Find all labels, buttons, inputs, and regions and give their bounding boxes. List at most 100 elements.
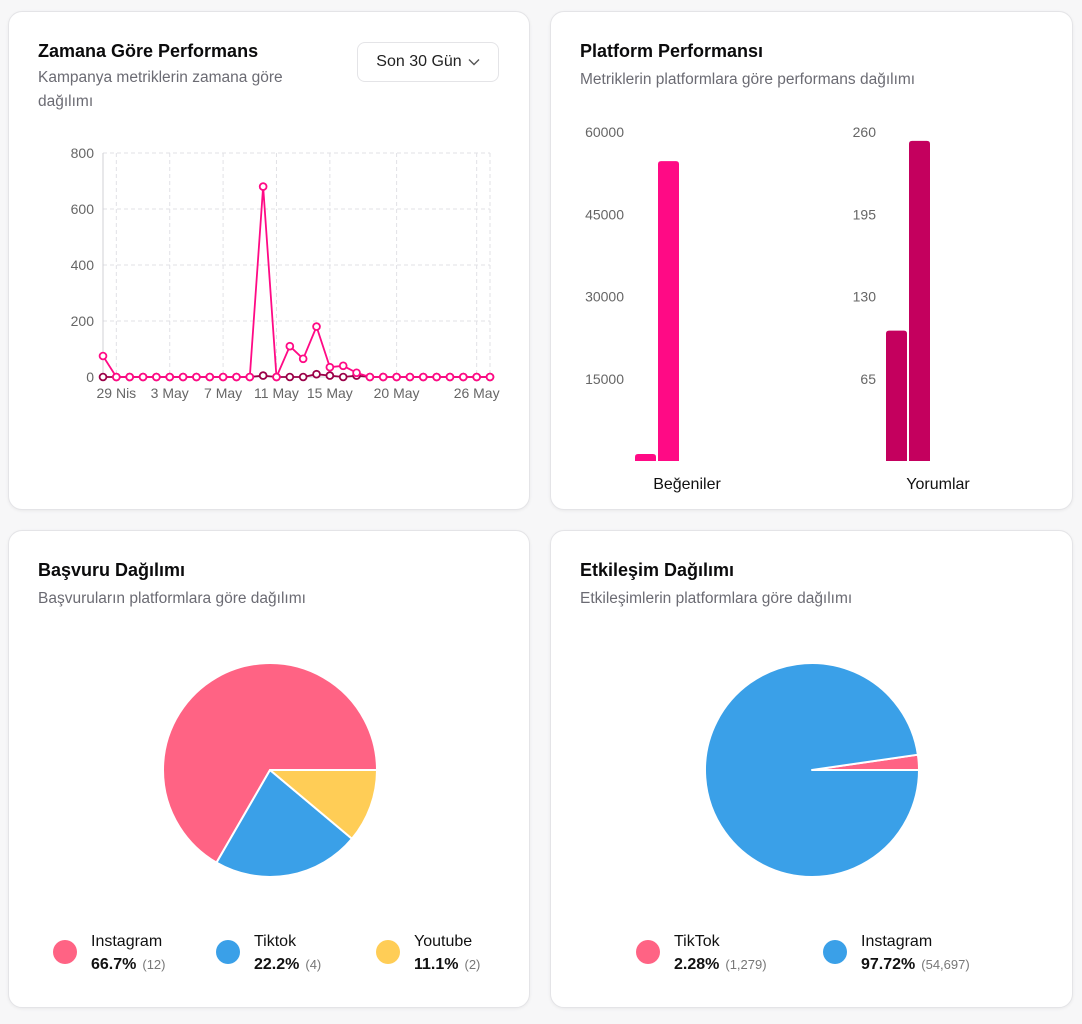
y-tick-label: 30000 [585, 289, 624, 305]
bar-comments-1 [909, 140, 930, 461]
y-tick-label: 45000 [585, 206, 624, 222]
x-tick-label: 15 May [307, 385, 353, 401]
time-performance-title: Zamana Göre Performans [38, 41, 259, 61]
y-tick-label: 600 [71, 201, 95, 217]
data-point [312, 369, 321, 379]
legend-percent: 22.2% [254, 956, 300, 973]
data-point [298, 372, 308, 382]
y-tick-label: 400 [71, 257, 95, 273]
legend-percent: 2.28% [674, 956, 720, 973]
data-point [285, 372, 295, 382]
series-line-pink [102, 186, 490, 378]
data-point [245, 372, 255, 382]
legend-item-instagram[interactable]: Instagram 66.7% (12) [53, 931, 216, 977]
line-chart: 0 200 400 600 800 29 Nis 3 May 7 May 11 May 15 Ma… [71, 145, 500, 401]
legend-label: Tiktok [254, 933, 297, 950]
x-tick-label: 29 Nis [97, 385, 137, 401]
date-range-dropdown[interactable]: Son 30 Gün [357, 42, 499, 82]
platform-performance-subtitle: Metriklerin platformlara göre performans… [580, 71, 916, 88]
engagement-pie-chart [704, 662, 920, 878]
data-point [485, 372, 495, 382]
category-label-likes: Beğeniler [653, 476, 721, 493]
time-performance-subtitle: Kampanya metriklerin zamana göre dağılım… [38, 66, 283, 114]
data-point [258, 182, 268, 191]
data-point [338, 361, 348, 371]
data-point [285, 341, 295, 351]
data-point [205, 372, 215, 382]
data-point [232, 372, 241, 382]
pie-slice-youtube [269, 769, 378, 840]
y-tick-label: 200 [71, 313, 95, 329]
data-point [98, 351, 108, 361]
legend-item-tiktok[interactable]: Tiktok 22.2% (4) [216, 931, 376, 977]
x-tick-label: 26 May [454, 385, 500, 401]
data-point [432, 372, 441, 382]
y-tick-label: 800 [71, 145, 95, 161]
data-point [365, 372, 375, 382]
x-tick-label: 11 May [254, 385, 299, 401]
y-tick-label: 130 [853, 289, 877, 305]
platform-performance-title: Platform Performansı [580, 41, 764, 61]
legend-item-instagram[interactable]: Instagram 97.72% (54,697) [823, 931, 970, 977]
data-point [459, 372, 468, 382]
data-point [98, 372, 108, 382]
engagement-distribution-subtitle: Etkileşimlerin platformlara göre dağılım… [580, 590, 853, 607]
x-tick-label: 7 May [204, 385, 242, 401]
legend-dot [216, 940, 240, 964]
pie-slice-instagram [162, 662, 378, 864]
data-point [338, 372, 348, 382]
bar-likes-1 [658, 161, 679, 461]
legend-percent: 97.72% [861, 956, 916, 973]
legend-count: (2) [464, 957, 481, 972]
pie-slice-tiktok [215, 769, 353, 878]
data-point [392, 372, 401, 382]
y-tick-label: 15000 [585, 371, 624, 387]
platform-performance-card: Platform Performansı Metriklerin platfor… [550, 11, 1073, 510]
data-point [165, 372, 175, 382]
legend-count: (54,697) [921, 957, 970, 972]
y-tick-label: 195 [853, 206, 877, 222]
data-point [352, 368, 361, 378]
application-legend: Instagram 66.7% (12) Tiktok 22.2% (4) Yout… [53, 931, 480, 977]
data-point [152, 372, 161, 382]
legend-count: (12) [142, 957, 166, 972]
y-tick-label: 65 [860, 371, 876, 387]
legend-percent: 66.7% [91, 956, 137, 973]
y-tick-label: 60000 [585, 124, 624, 140]
data-point [272, 372, 281, 382]
data-point [125, 372, 134, 382]
legend-label: TikTok [674, 933, 720, 950]
legend-label: Instagram [861, 933, 933, 950]
time-subtitle-line2: dağılımı [38, 93, 94, 110]
date-range-value: Son 30 Gün [376, 53, 462, 70]
data-point [378, 372, 388, 382]
time-performance-card: Zamana Göre Performans Kampanya metrikle… [8, 11, 530, 510]
bar-chart: 15000 30000 45000 60000 Beğeniler 65 130 195 260… [585, 124, 970, 493]
engagement-distribution-title: Etkileşim Dağılımı [580, 560, 735, 580]
y-tick-label: 0 [86, 369, 94, 385]
chevron-down-icon [468, 59, 480, 66]
legend-label: Instagram [91, 933, 163, 950]
application-pie-chart [162, 662, 378, 878]
data-point [298, 354, 308, 364]
legend-count: (1,279) [725, 957, 767, 972]
legend-item-youtube[interactable]: Youtube 11.1% (2) [376, 931, 480, 977]
data-point [405, 372, 415, 382]
application-distribution-title: Başvuru Dağılımı [38, 560, 186, 580]
category-label-comments: Yorumlar [906, 476, 970, 493]
time-subtitle-line1: Kampanya metriklerin zamana göre [38, 69, 283, 86]
data-point [178, 372, 188, 382]
legend-item-tiktok[interactable]: TikTok 2.28% (1,279) [636, 931, 823, 977]
y-tick-label: 260 [853, 124, 877, 140]
legend-label: Youtube [414, 933, 473, 950]
data-point [418, 372, 428, 382]
data-point [445, 372, 455, 382]
data-point [472, 372, 481, 382]
engagement-legend: TikTok 2.28% (1,279) Instagram 97.72% (54,… [636, 931, 970, 977]
application-distribution-card: Başvuru Dağılımı Başvuruların platformla… [8, 530, 530, 1008]
x-tick-label: 20 May [374, 385, 420, 401]
data-point [258, 371, 268, 380]
bar-likes-0 [635, 453, 656, 461]
legend-dot [53, 940, 77, 964]
bar-comments-0 [886, 330, 907, 461]
